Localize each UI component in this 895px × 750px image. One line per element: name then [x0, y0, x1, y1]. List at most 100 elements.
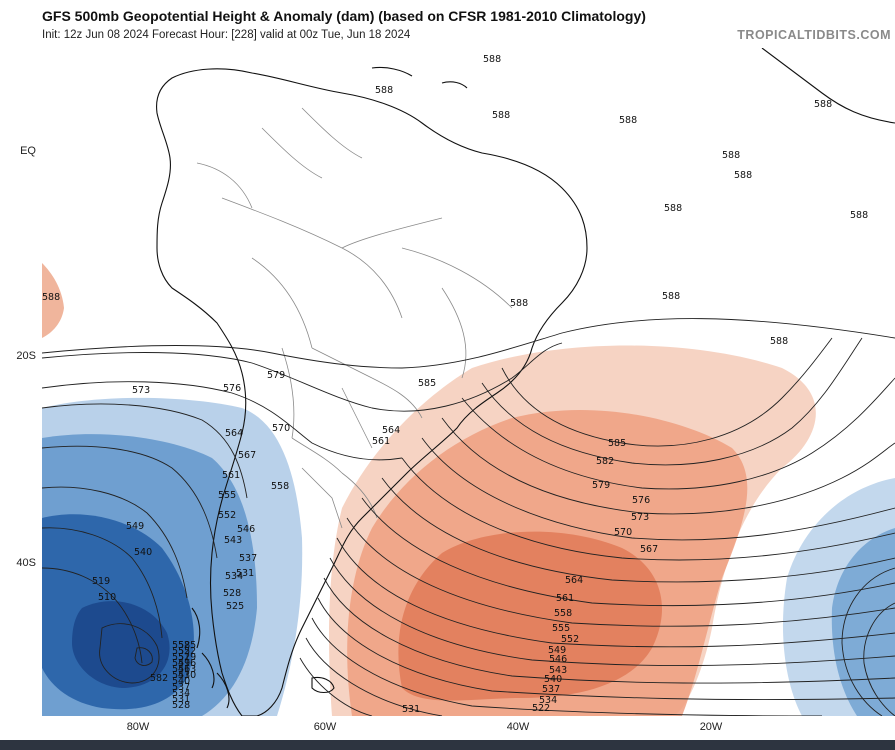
- map-title: GFS 500mb Geopotential Height & Anomaly …: [42, 8, 646, 24]
- map-canvas[interactable]: 588 588 588 588 588 588 588 588 588 588 588 588 588 5…: [42, 48, 895, 716]
- contour-label: 570: [614, 527, 632, 538]
- contour-label: 588: [619, 115, 637, 126]
- contour-label: 525: [226, 601, 244, 612]
- contour-label: 588: [770, 336, 788, 347]
- contour-label: 561: [372, 436, 390, 447]
- contour-label: 564: [382, 425, 400, 436]
- contour-label: 576: [223, 383, 241, 394]
- contour-label: 561: [222, 470, 240, 481]
- contour-label: 588: [814, 99, 832, 110]
- contour-label: 588: [722, 150, 740, 161]
- contour-label: 585: [418, 378, 436, 389]
- contour-label: 543: [549, 665, 567, 676]
- contour-label: 552: [172, 652, 190, 663]
- height-contours: [42, 318, 895, 716]
- contour-label: 549: [126, 521, 144, 532]
- contour-label: 573: [631, 512, 649, 523]
- contour-label: 558: [554, 608, 572, 619]
- contour-label: 558: [271, 481, 289, 492]
- contour-label: 522: [532, 703, 550, 714]
- contour-label: 561: [556, 593, 574, 604]
- brand-watermark: TROPICALTIDBITS.COM: [737, 28, 891, 42]
- positive-anomaly-west: [42, 263, 64, 338]
- contour-label: 546: [172, 664, 190, 675]
- contour-label: 510: [178, 670, 196, 681]
- contour-label: 552: [218, 510, 236, 521]
- contour-label: 522: [178, 646, 196, 657]
- map-subtitle: Init: 12z Jun 08 2024 Forecast Hour: [22…: [42, 29, 411, 41]
- contour-label: 531: [402, 704, 420, 715]
- lon-label-80w: 80W: [126, 721, 150, 733]
- contour-label: 519: [178, 652, 196, 663]
- contour-label: 519: [92, 576, 110, 587]
- bottom-strip: [0, 740, 895, 750]
- falklands: [311, 676, 335, 694]
- lat-label-20s: 20S: [16, 350, 36, 362]
- contour-label: 540: [134, 547, 152, 558]
- contour-label: 552: [561, 634, 579, 645]
- lon-label-60w: 60W: [313, 721, 337, 733]
- contour-label: 546: [549, 654, 567, 665]
- contour-label: 582: [150, 673, 168, 684]
- contour-labels: 588 588 588 588 588 588 588 588 588 588 588 588 588 5…: [42, 54, 868, 715]
- coastline: [156, 48, 895, 716]
- contour-label: 582: [596, 456, 614, 467]
- contour-label: 588: [850, 210, 868, 221]
- anomaly-shading: [42, 263, 895, 716]
- contour-label: 588: [664, 203, 682, 214]
- contour-label: 534: [225, 571, 243, 582]
- contour-label: 540: [544, 674, 562, 685]
- caribbean-islands: [371, 66, 468, 89]
- contour-label: 537: [172, 682, 190, 693]
- contour-label: 564: [565, 575, 583, 586]
- map-svg: 588 588 588 588 588 588 588 588 588 588 588 588 588 5…: [42, 48, 895, 716]
- contour-label: 531: [236, 568, 254, 579]
- patagonia-islands: [191, 607, 230, 709]
- contour-label: 555: [218, 490, 236, 501]
- africa-coast: [761, 48, 895, 124]
- contour-label: 588: [42, 292, 60, 303]
- contour-label: 588: [510, 298, 528, 309]
- lon-label-20w: 20W: [699, 721, 723, 733]
- contour-label: 546: [237, 524, 255, 535]
- contour-label: 543: [224, 535, 242, 546]
- contour-label: 573: [132, 385, 150, 396]
- contour-label: 549: [172, 658, 190, 669]
- contour-label: 567: [238, 450, 256, 461]
- contour-label: 540: [172, 676, 190, 687]
- contour-label: 555: [552, 623, 570, 634]
- contour-label: 537: [239, 553, 257, 564]
- contour-label: 516: [178, 658, 196, 669]
- contour-label: 579: [592, 480, 610, 491]
- contour-label: 558: [172, 640, 190, 651]
- contour-label: 588: [492, 110, 510, 121]
- contour-label: 525: [178, 640, 196, 651]
- contour-label: 534: [172, 688, 190, 699]
- contour-label: 555: [172, 646, 190, 657]
- contour-label: 531: [172, 694, 190, 705]
- south-america-coast: [156, 68, 588, 716]
- contour-label: 549: [548, 645, 566, 656]
- contour-label: 510: [98, 592, 116, 603]
- contour-label: 564: [225, 428, 243, 439]
- contour-label: 585: [608, 438, 626, 449]
- contour-label: 537: [542, 684, 560, 695]
- contour-label: 528: [223, 588, 241, 599]
- lat-label-40s: 40S: [16, 557, 36, 569]
- lat-label-eq: EQ: [20, 145, 36, 157]
- contour-label: 588: [662, 291, 680, 302]
- negative-anomaly-center: [72, 601, 170, 688]
- contour-label: 588: [483, 54, 501, 65]
- contour-label: 570: [272, 423, 290, 434]
- contour-label: 528: [172, 700, 190, 711]
- header: GFS 500mb Geopotential Height & Anomaly …: [0, 0, 895, 48]
- contour-label: 588: [734, 170, 752, 181]
- contour-label: 543: [172, 670, 190, 681]
- contour-label: 513: [178, 664, 196, 675]
- contour-label: 576: [632, 495, 650, 506]
- lon-label-40w: 40W: [506, 721, 530, 733]
- contour-label: 579: [267, 370, 285, 381]
- contour-label: 534: [539, 695, 557, 706]
- contour-label: 567: [640, 544, 658, 555]
- contour-label: 588: [375, 85, 393, 96]
